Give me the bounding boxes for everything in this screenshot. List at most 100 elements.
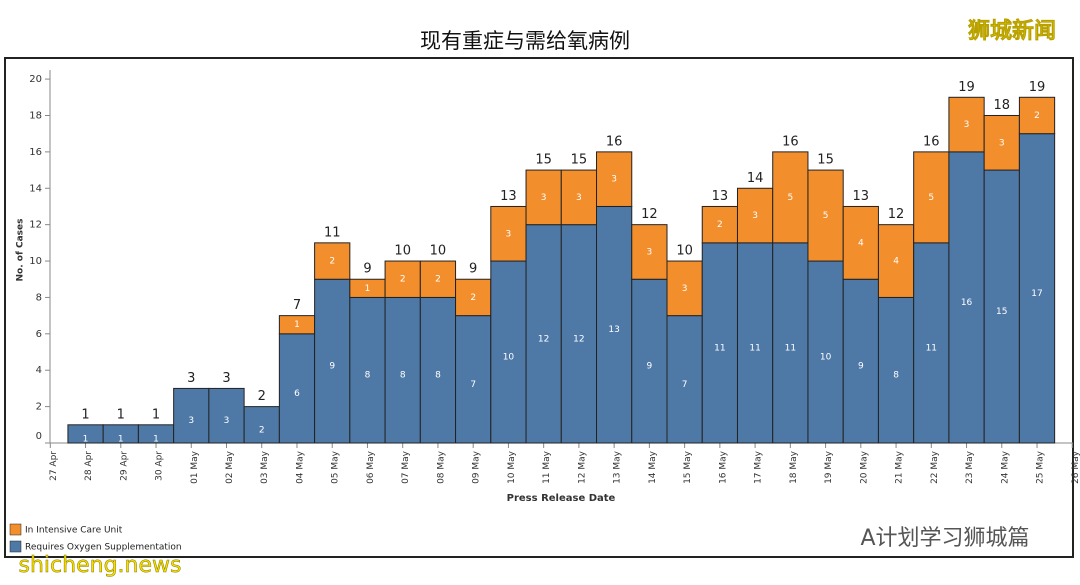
bar-segment [243,406,280,444]
x-tick-label: 07 May [401,450,411,484]
value-label: 10 [503,353,515,363]
y-tick-label: 12 [29,220,42,231]
x-tick-label: 19 May [824,450,834,484]
bar-segment [666,260,703,317]
total-label: 12 [641,207,658,222]
total-label: 11 [324,225,341,240]
value-label: 1 [294,320,300,330]
x-tick-label: 21 May [895,450,905,484]
x-tick-label: 30 Apr [155,451,165,481]
bar-segment [772,151,809,244]
value-label: 3 [506,229,512,239]
value-label: 7 [470,380,476,390]
bar-segment [208,387,245,444]
total-label: 12 [888,207,905,222]
x-tick-label: 28 Apr [84,451,94,481]
x-tick-label: 12 May [577,450,587,484]
bar-segment [877,296,915,444]
total-label: 16 [782,134,799,149]
value-label: 5 [787,193,793,203]
value-label: 13 [608,325,619,335]
bar-segment [807,169,844,262]
total-label: 15 [535,153,552,168]
frame [4,57,1074,558]
bar-segment [490,205,527,262]
watermark: shicheng.news [19,553,182,578]
x-axis-label: Press Release Date [507,493,616,504]
value-label: 1 [83,434,89,444]
value-label: 1 [365,284,371,294]
y-tick-label: 20 [29,74,42,85]
legend-label: Requires Oxygen Supplementation [25,543,182,553]
y-tick-label: 2 [36,402,42,413]
x-tick-label: 25 May [1036,450,1046,484]
bar-segment [736,187,774,244]
bar-segment [314,242,351,280]
x-tick-label: 20 May [859,450,869,484]
value-label: 1 [153,434,159,444]
value-label: 2 [259,425,265,435]
value-label: 12 [538,334,549,344]
total-label: 13 [712,189,729,204]
value-label: 3 [999,138,1005,148]
x-tick-label: 09 May [472,450,482,484]
x-tick-label: 24 May [1000,450,1010,484]
total-label: 10 [430,244,447,259]
total-label: 3 [187,371,195,386]
bar-segment [842,205,879,280]
legend-swatch [9,523,22,536]
value-label: 11 [749,343,760,353]
y-axis-label: No. of Cases [16,219,26,282]
bar-segment [948,151,985,444]
x-tick-label: 27 Apr [49,451,59,481]
value-label: 3 [576,193,582,203]
value-label: 4 [893,257,899,267]
y-tick-label: 16 [29,147,42,158]
value-label: 17 [1031,289,1042,299]
bar-segment [525,169,562,226]
bar-segment [525,224,562,444]
bar-segment [666,315,703,444]
bar-segment [455,278,492,317]
total-label: 7 [293,298,301,313]
y-tick-label: 6 [36,329,42,340]
value-label: 9 [858,362,864,372]
x-tick-label: 17 May [754,450,764,484]
x-tick-label: 06 May [366,450,376,484]
total-label: 1 [81,407,89,422]
x-tick-label: 13 May [613,450,623,484]
total-label: 3 [222,371,230,386]
x-tick-label: 02 May [225,450,235,484]
value-label: 16 [961,298,973,308]
value-label: 9 [647,362,653,372]
value-label: 8 [400,371,406,381]
bar-segment [278,333,316,444]
legend-label: In Intensive Care Unit [25,526,123,536]
total-label: 14 [747,171,764,186]
bar-segment [1018,133,1056,444]
total-label: 13 [853,189,870,204]
value-label: 5 [823,211,829,221]
watermark: A计划学习狮城篇 [860,526,1029,551]
value-label: 3 [752,211,758,221]
total-label: 15 [817,153,834,168]
x-tick-label: 14 May [648,450,658,484]
x-tick-label: 26 May [1071,450,1080,484]
x-tick-label: 03 May [260,450,270,484]
value-label: 2 [435,275,441,285]
value-label: 11 [714,343,725,353]
bar-segment [701,205,738,244]
value-label: 1 [118,434,124,444]
total-label: 1 [152,407,160,422]
value-label: 7 [682,380,688,390]
bar-segment [877,224,915,298]
total-label: 16 [606,134,623,149]
bar-segment [807,260,844,444]
value-label: 8 [435,371,441,381]
bar-segment [772,242,809,444]
value-label: 15 [996,307,1007,317]
value-label: 11 [926,343,937,353]
value-label: 3 [541,193,547,203]
watermark: 狮城新闻 [968,18,1056,44]
total-label: 18 [994,98,1011,113]
